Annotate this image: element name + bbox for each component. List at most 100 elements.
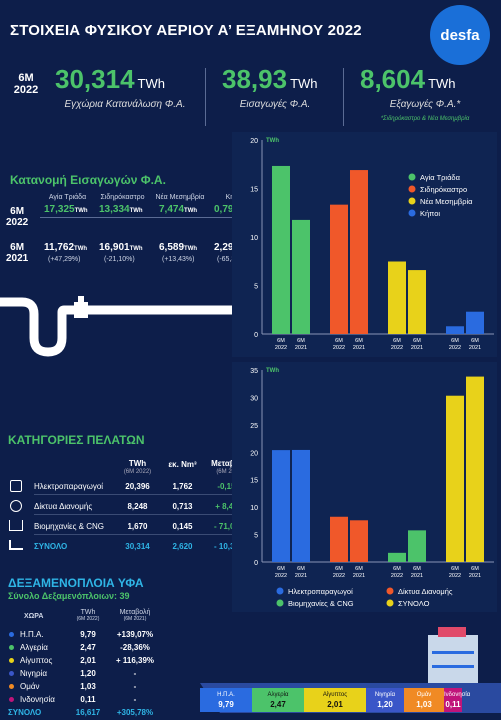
- value: 0,796: [214, 204, 240, 215]
- unit: TWh: [74, 246, 88, 252]
- customers-col1: TWh (6M 2022): [110, 460, 165, 476]
- lng-country: Η.Π.Α.: [20, 630, 44, 639]
- customers-col3: Μεταβολή (6M 2021): [200, 460, 260, 476]
- y-tick-label: 10: [250, 505, 258, 512]
- customer-nm3: 0,713: [172, 502, 193, 511]
- kpi-unit: TWh: [137, 76, 165, 91]
- y-tick-label: 20: [250, 138, 258, 145]
- bar: [350, 520, 368, 562]
- lng-chg: -: [133, 682, 137, 691]
- unit: TWh: [129, 208, 143, 214]
- lng-chg: -28,36%: [120, 643, 150, 652]
- legend-swatch: [408, 173, 416, 181]
- unit: TWh: [74, 208, 88, 214]
- x-tick-label: 6M: [451, 566, 459, 572]
- bar: [446, 326, 464, 334]
- ship-bar-segment: Ομάν 1,03: [404, 688, 444, 712]
- ship-bar-segment: Αλγερία 2,47: [252, 688, 304, 712]
- segment-label: Νιγηρία: [374, 692, 396, 698]
- col-title: TWh: [80, 609, 96, 616]
- value: 16,901: [99, 242, 130, 253]
- unit: TWh: [129, 246, 143, 252]
- bar: [408, 270, 426, 334]
- x-tick-label: 2022: [391, 573, 403, 579]
- imports-change: (+13,43%): [162, 256, 195, 263]
- legend-swatch: [408, 209, 416, 217]
- legend-label: ΣΥΝΟΛΟ: [398, 599, 430, 608]
- bar: [466, 311, 484, 334]
- kpi-period: 6M 2022: [8, 72, 44, 96]
- customer-chg: - 71,05%: [213, 522, 247, 531]
- bar: [292, 449, 310, 562]
- value: 7,474: [159, 204, 185, 215]
- kpi-unit: TWh: [428, 76, 456, 91]
- y-tick-label: 20: [250, 450, 258, 457]
- imports-2021-sidiro: 16,901TWh: [99, 242, 143, 253]
- x-tick-label: 2022: [333, 573, 345, 579]
- x-tick-label: 6M: [393, 338, 401, 344]
- country-dot: [9, 658, 14, 663]
- unit: TWh: [184, 246, 198, 252]
- imports-2022-agia: 17,325TWh: [44, 204, 88, 215]
- legend-swatch: [276, 587, 284, 595]
- pipeline-illustration: [0, 296, 270, 357]
- x-tick-label: 2021: [411, 345, 423, 351]
- x-tick-label: 6M: [277, 338, 285, 344]
- col-title: Μεταβολή: [211, 459, 249, 468]
- segment-value: 1,03: [416, 700, 432, 709]
- x-tick-label: 6M: [335, 566, 343, 572]
- lng-country: Ομάν: [20, 682, 40, 691]
- lng-col-country: ΧΩΡΑ: [24, 613, 44, 620]
- kpi-footnote: *Σιδηρόκαστρο & Νέα Μεσημβρία: [380, 116, 470, 122]
- bar: [446, 395, 464, 562]
- lng-chg: +139,07%: [116, 630, 154, 639]
- x-tick-label: 2022: [333, 345, 345, 351]
- segment-value: 0,11: [445, 700, 461, 709]
- imports-col: Νέα Μεσημβρία: [155, 194, 205, 201]
- customers-col2: εκ. Nm³: [168, 460, 197, 469]
- lng-subheading: Σύνολο Δεξαμενόπλοιων: 39: [8, 591, 130, 601]
- legend-label: Σιδηρόκαστρο: [420, 185, 467, 194]
- imports-row-2021-period: 6M 2021: [6, 242, 28, 264]
- kpi-consumption: 30,314 TWh: [55, 64, 165, 95]
- imports-heading: Κατανομή Εισαγωγών Φ.Α.: [10, 173, 166, 187]
- x-tick-label: 6M: [335, 338, 343, 344]
- legend-label: Βιομηχανίες & CNG: [288, 599, 354, 608]
- desfa-logo: desfa: [430, 5, 490, 65]
- legend-label: Δίκτυα Διανομής: [398, 587, 453, 596]
- col-sub: (6M 2022): [76, 616, 100, 622]
- lng-chg: -: [133, 695, 137, 704]
- lng-twh: 0,11: [80, 695, 96, 704]
- pipe-valve-handle: [78, 296, 84, 302]
- kpi-exports-label: Εξαγωγές Φ.Α.*: [389, 99, 461, 110]
- ship-bar-segment: Αίγυπτος 2,01: [304, 688, 366, 712]
- x-tick-label: 2021: [469, 345, 481, 351]
- legend-swatch: [408, 197, 416, 205]
- x-tick-label: 2022: [391, 345, 403, 351]
- period-l1: 6M: [10, 242, 25, 253]
- imports-2021-nea: 6,589TWh: [159, 242, 197, 253]
- period-l1: 6M: [10, 206, 25, 217]
- col-title: Μεταβολή: [119, 609, 151, 616]
- customer-twh: 8,248: [127, 502, 148, 511]
- customer-nm3: 0,145: [172, 522, 193, 531]
- power-icon: [10, 480, 22, 492]
- legend-swatch: [386, 587, 394, 595]
- period-l2: 2022: [6, 217, 29, 228]
- lng-twh: 9,79: [80, 630, 96, 639]
- kpi-unit: TWh: [290, 76, 318, 91]
- x-tick-label: 2022: [449, 345, 461, 351]
- kpi-period-line1: 6M: [18, 72, 34, 84]
- y-tick-label: 5: [254, 284, 258, 291]
- x-tick-label: 6M: [393, 566, 401, 572]
- segment-value: 9,79: [218, 700, 234, 709]
- legend-swatch: [276, 599, 284, 607]
- lng-heading: ΔΕΞΑΜΕΝΟΠΛΟΙΑ ΥΦΑ: [8, 576, 144, 590]
- value: 13,334: [99, 204, 130, 215]
- x-tick-label: 6M: [297, 338, 305, 344]
- lng-col-twh: TWh (6M 2022): [68, 609, 108, 623]
- lng-chg: + 116,39%: [115, 656, 155, 665]
- kpi-consumption-value: 30,314: [55, 64, 135, 94]
- y-tick-label: 30: [250, 395, 258, 402]
